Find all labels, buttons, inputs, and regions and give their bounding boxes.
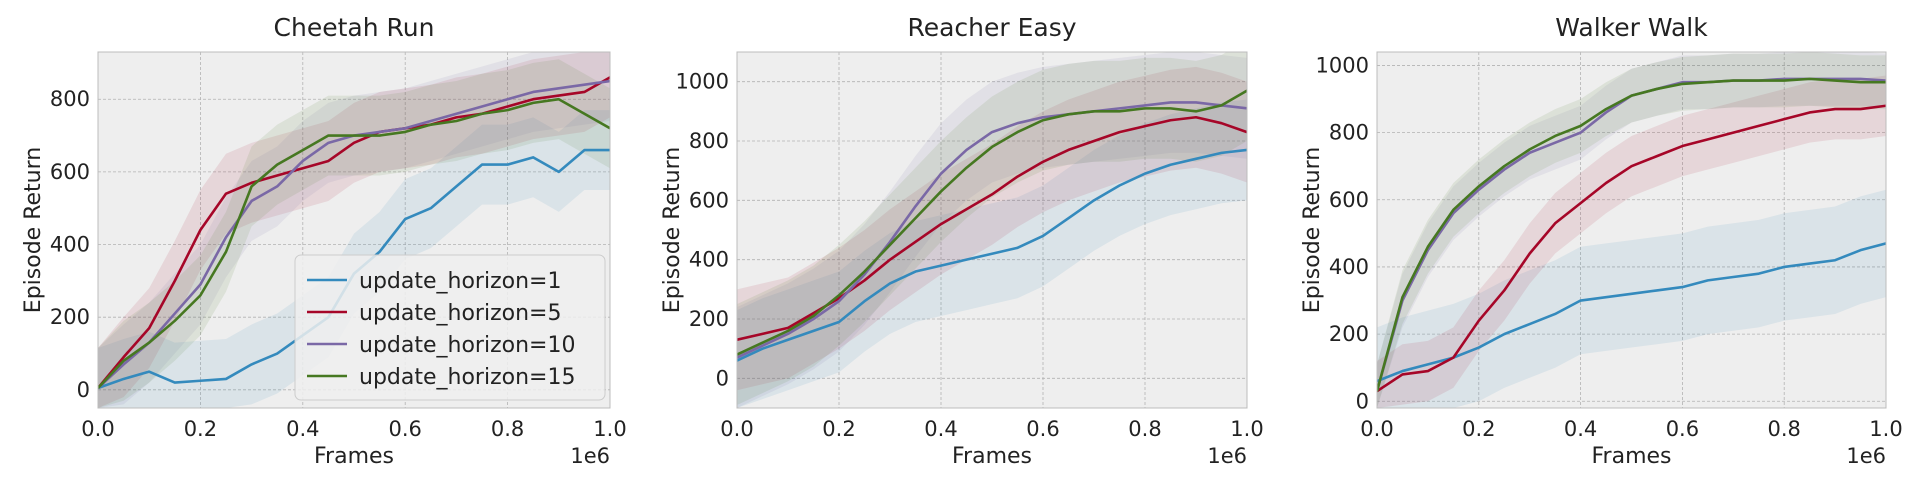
series-band-update_horizon-15 [737, 52, 1247, 406]
series-band-update_horizon-10 [737, 52, 1247, 408]
chart-title: Walker Walk [1555, 13, 1708, 42]
y-tick-label: 800 [50, 87, 90, 111]
y-tick-label: 0 [1356, 389, 1369, 413]
x-tick-label: 0.2 [822, 417, 855, 441]
x-offset-label: 1e6 [1846, 444, 1886, 468]
x-tick-label: 1.0 [593, 417, 626, 441]
x-tick-label: 0.8 [1767, 417, 1800, 441]
series-line-update_horizon-1 [1377, 242, 1886, 383]
x-offset-label: 1e6 [570, 444, 610, 468]
y-tick-label: 1000 [676, 70, 729, 94]
legend-entry: update_horizon=10 [359, 333, 575, 358]
series-line-update_horizon-5 [1377, 104, 1886, 393]
y-tick-label: 200 [689, 307, 729, 331]
legend-entry: update_horizon=5 [359, 301, 561, 326]
legend-entry: update_horizon=15 [359, 365, 575, 390]
x-tick-label: 0.2 [1462, 417, 1495, 441]
series-band-update_horizon-10 [1377, 52, 1886, 408]
y-tick-label: 0 [716, 366, 729, 390]
y-tick-label: 200 [1329, 322, 1369, 346]
legend-box [294, 254, 606, 401]
series-line-update_horizon-15 [98, 97, 610, 389]
series-band-update_horizon-10 [98, 52, 610, 408]
legend-entry: update_horizon=1 [359, 269, 561, 294]
y-tick-label: 400 [689, 248, 729, 272]
chart-panel-2: 0.0 0.2 0.4 0.6 0.8 1.0 0 200 400 600 800 1000 Reach… [660, 13, 1264, 469]
series-line-update_horizon-5 [98, 76, 610, 389]
x-tick-label: 0.4 [924, 417, 957, 441]
y-axis-label: Episode Return [1300, 147, 1325, 313]
plot-area [737, 52, 1247, 408]
y-tick-label: 600 [689, 188, 729, 212]
x-tick-label: 0.0 [1360, 417, 1393, 441]
chart-title: Cheetah Run [274, 13, 435, 42]
x-tick-label: 0.8 [491, 417, 524, 441]
series-line-update_horizon-15 [737, 89, 1247, 356]
y-axis-label: Episode Return [21, 147, 46, 313]
series-band-update_horizon-15 [98, 59, 610, 408]
x-offset-label: 1e6 [1207, 444, 1247, 468]
series-line-update_horizon-1 [737, 148, 1247, 362]
x-tick-label: 0.6 [1026, 417, 1059, 441]
chart-panel-1: 0.0 0.2 0.4 0.6 0.8 1.0 0 200 400 600 800 Cheetah R… [21, 13, 627, 469]
chart-panel-3: 0.0 0.2 0.4 0.6 0.8 1.0 0 200 400 600 800 1000 Walke… [1300, 13, 1903, 469]
plot-area [1377, 52, 1886, 408]
x-tick-label: 0.0 [720, 417, 753, 441]
series-band-update_horizon-1 [1377, 189, 1886, 408]
y-tick-label: 800 [689, 129, 729, 153]
x-tick-label: 0.8 [1128, 417, 1161, 441]
series-band-update_horizon-5 [98, 52, 610, 408]
y-tick-label: 600 [1329, 188, 1369, 212]
y-axis-label: Episode Return [660, 147, 685, 313]
series-line-update_horizon-10 [737, 101, 1247, 359]
x-tick-label: 0.4 [286, 417, 319, 441]
chart-title: Reacher Easy [907, 13, 1076, 42]
y-tick-label: 400 [1329, 255, 1369, 279]
legend: update_horizon=1 update_horizon=5 update_h… [294, 254, 606, 401]
x-tick-label: 0.6 [1666, 417, 1699, 441]
x-axis-label: Frames [314, 444, 394, 469]
y-tick-label: 1000 [1316, 53, 1369, 77]
y-tick-label: 400 [50, 233, 90, 257]
x-tick-label: 0.0 [81, 417, 114, 441]
x-axis-label: Frames [1591, 444, 1671, 469]
x-axis-label: Frames [952, 444, 1032, 469]
series-band-update_horizon-5 [737, 66, 1247, 391]
x-tick-label: 0.6 [388, 417, 421, 441]
series-line-update_horizon-15 [1377, 77, 1886, 392]
x-tick-label: 0.2 [184, 417, 217, 441]
y-tick-label: 800 [1329, 121, 1369, 145]
axes-frame [1376, 51, 1887, 409]
y-tick-label: 600 [50, 160, 90, 184]
axes-frame [736, 51, 1248, 409]
series-group [1377, 52, 1886, 408]
x-tick-label: 0.4 [1564, 417, 1597, 441]
axes-frame [97, 51, 611, 409]
series-band-update_horizon-15 [1377, 52, 1886, 408]
x-tick-label: 1.0 [1869, 417, 1902, 441]
y-tick-label: 200 [50, 305, 90, 329]
y-tick-label: 0 [77, 378, 90, 402]
x-tick-label: 1.0 [1230, 417, 1263, 441]
series-group [737, 52, 1247, 408]
